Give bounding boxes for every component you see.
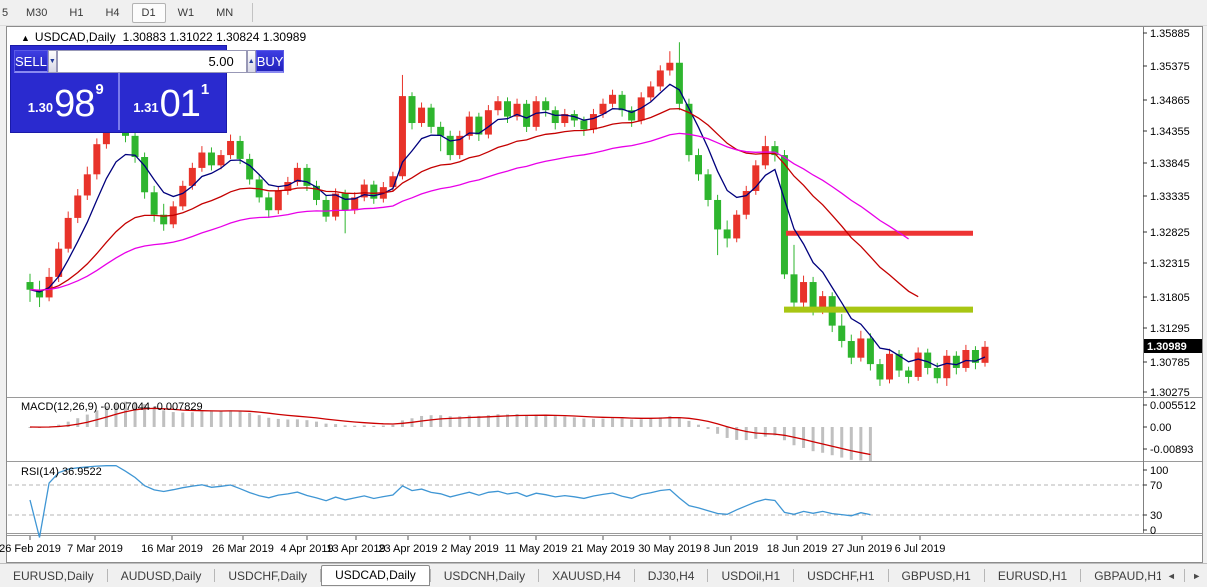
- timeframe-button-5[interactable]: 5: [2, 6, 9, 19]
- timeframe-button-m30[interactable]: M30: [26, 6, 48, 19]
- tab-divider: [707, 569, 709, 582]
- volume-up-button[interactable]: ▲: [246, 50, 256, 73]
- ask-price[interactable]: 1.31 01 1: [117, 73, 224, 130]
- macd-indicator-label: MACD(12,26,9) -0.007044 -0.007829: [21, 401, 203, 413]
- spinner-up-icon: ▲: [247, 58, 255, 65]
- chart-tab-dj30-h4[interactable]: DJ30,H4: [647, 568, 695, 583]
- volume-down-button[interactable]: ▼: [47, 50, 57, 73]
- timeframe-button-h1[interactable]: H1: [69, 6, 84, 19]
- chart-tab-eurusd-h1[interactable]: EURUSD,H1: [997, 568, 1068, 583]
- chart-title: USDCAD,Daily: [34, 30, 116, 44]
- timeframe-button-w1[interactable]: W1: [177, 6, 195, 19]
- chart-tabs-bar: EURUSD,Daily AUDUSD,Daily USDCHF,Daily USDC…: [0, 563, 1207, 587]
- chart-tab-gbpusd-h1[interactable]: GBPUSD,H1: [901, 568, 971, 583]
- bid-price-big: 98: [54, 82, 95, 125]
- chart-tab-audusd-daily[interactable]: AUDUSD,Daily: [120, 568, 202, 583]
- spinner-down-icon: ▼: [48, 58, 56, 65]
- toolbar-group-divider: [252, 3, 254, 22]
- tab-divider: [1080, 569, 1082, 582]
- bid-price-prefix: 1.30: [27, 100, 54, 115]
- buy-button[interactable]: BUY: [255, 50, 285, 73]
- tab-scroll-right-icon[interactable]: ►: [1192, 570, 1202, 581]
- timeframe-button-h4[interactable]: H4: [105, 6, 120, 19]
- tab-divider: [633, 569, 635, 582]
- tab-divider: [887, 569, 889, 582]
- chart-ohlc-values: 1.30883 1.31022 1.30824 1.30989: [122, 30, 307, 44]
- tab-scroll-controls: ◄ ►: [1161, 563, 1207, 587]
- chart-tab-usdcnh-daily[interactable]: USDCNH,Daily: [443, 568, 526, 583]
- tab-divider: [538, 569, 540, 582]
- tab-divider: [429, 569, 431, 582]
- collapse-panel-icon[interactable]: ▲: [21, 33, 30, 43]
- chart-tab-xauusd-h4[interactable]: XAUUSD,H4: [552, 568, 621, 583]
- sell-button[interactable]: SELL: [14, 50, 48, 73]
- tab-divider: [320, 569, 322, 582]
- tab-scroll-left-icon[interactable]: ◄: [1166, 570, 1176, 581]
- chart-tab-eurusd-daily[interactable]: EURUSD,Daily: [13, 568, 94, 583]
- volume-input[interactable]: [56, 50, 247, 73]
- rsi-indicator-label: RSI(14) 36.9522: [21, 466, 102, 478]
- tab-divider: [793, 569, 795, 582]
- ask-price-pip: 1: [200, 81, 210, 98]
- chart-tab-usdoil-h1[interactable]: USDOil,H1: [721, 568, 781, 583]
- bid-price[interactable]: 1.30 98 9: [14, 73, 118, 130]
- chart-tab-gbpaud-h1[interactable]: GBPAUD,H1: [1094, 568, 1163, 583]
- chart-tab-usdcad-daily[interactable]: USDCAD,Daily: [321, 565, 430, 586]
- tab-divider: [983, 569, 985, 582]
- timeframe-toolbar: 5 M30 H1 H4 D1 W1 MN: [0, 0, 1207, 26]
- tab-divider: [106, 569, 108, 582]
- chart-tab-usdchf-daily[interactable]: USDCHF,Daily: [228, 568, 308, 583]
- tab-divider: [214, 569, 216, 582]
- tab-scroll-divider: [1183, 569, 1185, 582]
- ask-price-big: 01: [159, 82, 201, 125]
- chart-header: ▲ USDCAD,Daily 1.30883 1.31022 1.30824 1.3…: [21, 30, 306, 44]
- ask-price-prefix: 1.31: [133, 100, 159, 115]
- timeframe-button-d1[interactable]: D1: [131, 2, 166, 23]
- bid-price-pip: 9: [95, 81, 104, 98]
- timeframe-button-mn[interactable]: MN: [216, 6, 234, 19]
- chart-tab-usdchf-h1[interactable]: USDCHF,H1: [807, 568, 875, 583]
